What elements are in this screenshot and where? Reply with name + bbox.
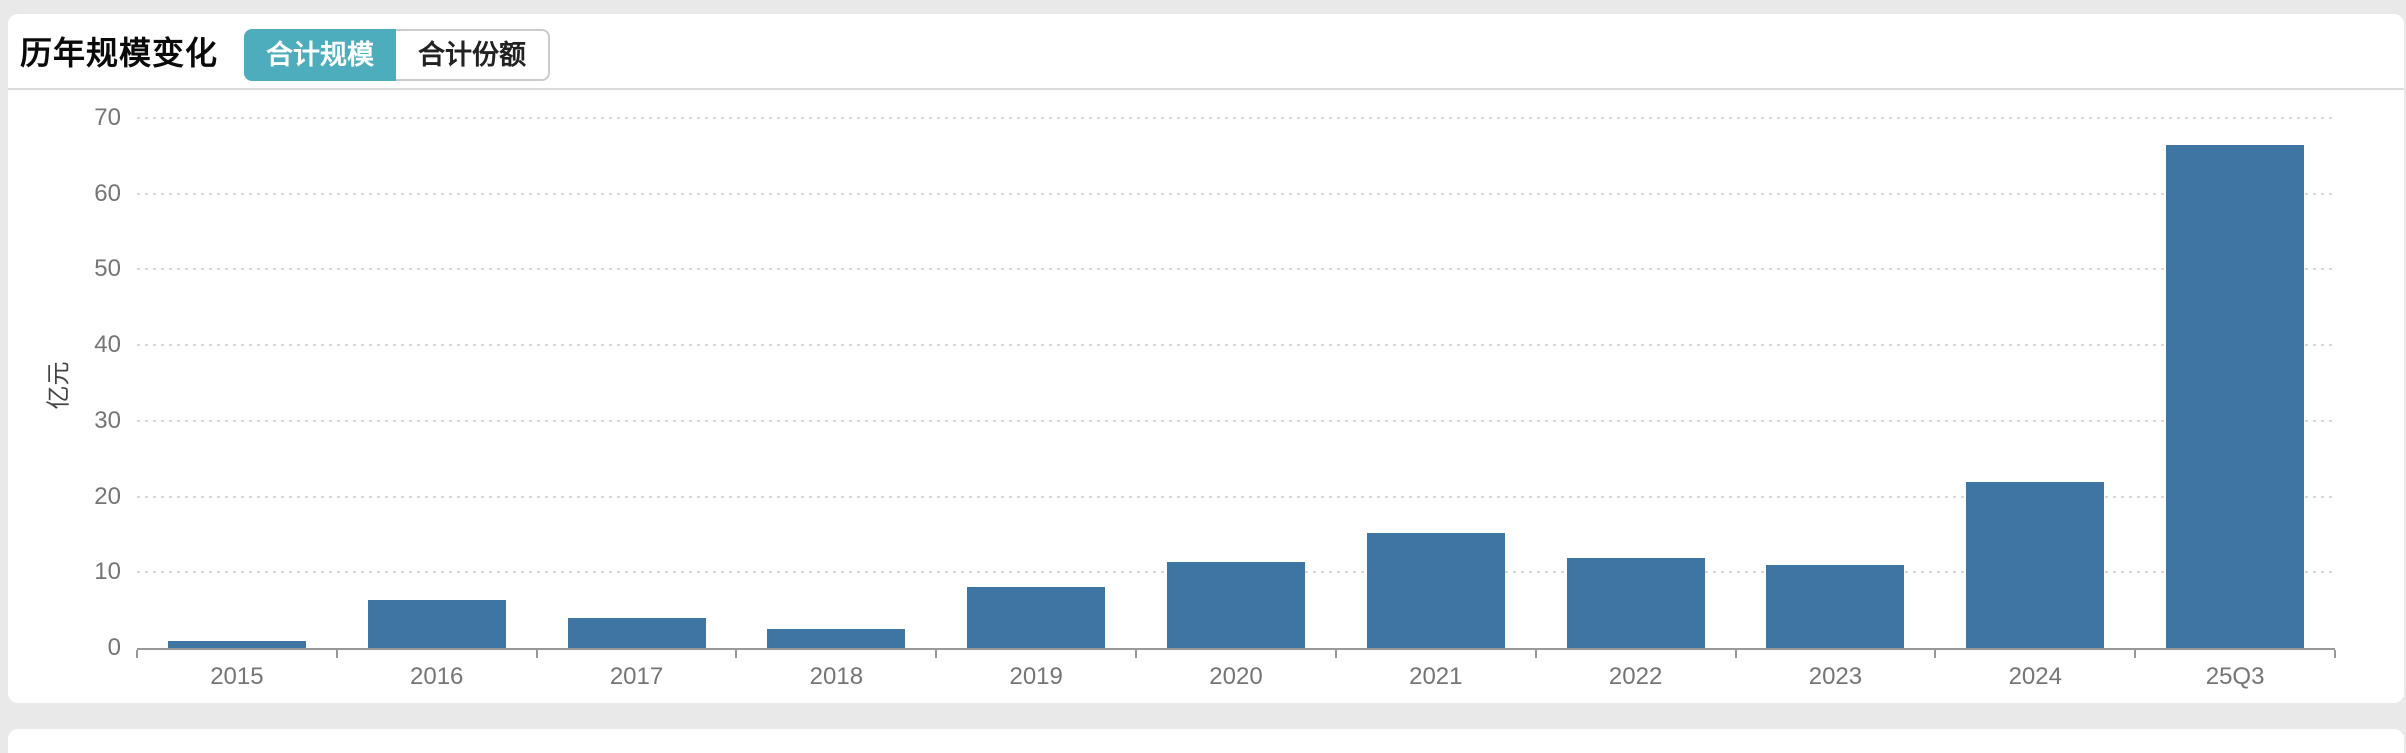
x-axis-tick — [335, 650, 338, 658]
y-axis-tick-label: 0 — [107, 634, 121, 661]
y-axis-tick-label: 40 — [94, 331, 121, 359]
x-axis-label-25Q3: 25Q3 — [2205, 663, 2265, 690]
x-axis-tick — [735, 650, 738, 658]
x-axis-tick — [1734, 650, 1737, 658]
x-axis-label-2018: 2018 — [809, 663, 864, 690]
y-axis-tick-label: 30 — [94, 406, 121, 434]
bar-2015[interactable] — [167, 641, 306, 648]
x-axis-tick — [2334, 650, 2336, 658]
x-axis-tick — [1135, 650, 1138, 658]
y-axis-tick-label: 10 — [94, 558, 121, 586]
bar-2020[interactable] — [1167, 562, 1305, 648]
x-axis-line — [137, 648, 2335, 650]
gridline-60 — [137, 192, 2335, 195]
x-axis-label-2021: 2021 — [1409, 663, 1463, 690]
x-axis-label-2024: 2024 — [2008, 663, 2062, 690]
x-axis-tick — [535, 650, 538, 658]
chart-card-header: 历年规模变化 合计规模 合计份额 — [8, 14, 2404, 90]
bar-2023[interactable] — [1766, 564, 1905, 648]
bar-25Q3[interactable] — [2166, 144, 2305, 648]
bar-2019[interactable] — [967, 586, 1106, 648]
x-axis-label-2022: 2022 — [1608, 663, 1663, 690]
bar-2024[interactable] — [1966, 482, 2105, 648]
x-axis-tick — [1334, 650, 1337, 658]
gridline-50 — [137, 268, 2335, 271]
bar-chart: 0 10 20 30 40 50 60 70 2015 2016 2017 2018 2019 2020 2… — [8, 90, 2404, 703]
x-axis-label-2023: 2023 — [1808, 663, 1863, 690]
x-axis-label-2016: 2016 — [410, 663, 464, 690]
next-section-card-top — [8, 729, 2404, 753]
x-axis-label-2020: 2020 — [1209, 663, 1263, 690]
x-axis-tick — [935, 650, 938, 658]
gridline-30 — [137, 419, 2335, 422]
bar-2017[interactable] — [567, 618, 706, 648]
y-axis-tick-label: 50 — [94, 255, 121, 283]
y-axis-tick-label: 60 — [94, 179, 121, 207]
x-axis-tick — [2134, 650, 2137, 658]
x-axis-tick — [1934, 650, 1937, 658]
y-axis-tick-label: 70 — [94, 104, 121, 131]
x-axis-label-2019: 2019 — [1009, 663, 1063, 690]
x-axis-label-2017: 2017 — [609, 663, 664, 690]
chart-card: 历年规模变化 合计规模 合计份额 0 10 20 30 40 50 60 70 2015 2016… — [8, 14, 2404, 703]
bar-2018[interactable] — [767, 629, 906, 648]
tab-total-share[interactable]: 合计份额 — [396, 29, 551, 81]
tab-total-scale[interactable]: 合计规模 — [244, 29, 397, 81]
x-axis-label-2015: 2015 — [210, 663, 264, 690]
gridline-70 — [137, 117, 2335, 119]
bar-2022[interactable] — [1566, 557, 1705, 648]
bar-2016[interactable] — [367, 600, 506, 648]
gridline-40 — [137, 344, 2335, 347]
gridline-20 — [137, 495, 2335, 498]
chart-tabs: 合计规模 合计份额 — [244, 29, 551, 81]
x-axis-tick — [1534, 650, 1537, 658]
y-axis-title: 亿元 — [45, 361, 73, 410]
x-axis-tick — [136, 650, 138, 658]
y-axis-tick-label: 20 — [94, 482, 121, 510]
page-title: 历年规模变化 — [20, 35, 219, 71]
bar-2021[interactable] — [1366, 532, 1505, 648]
